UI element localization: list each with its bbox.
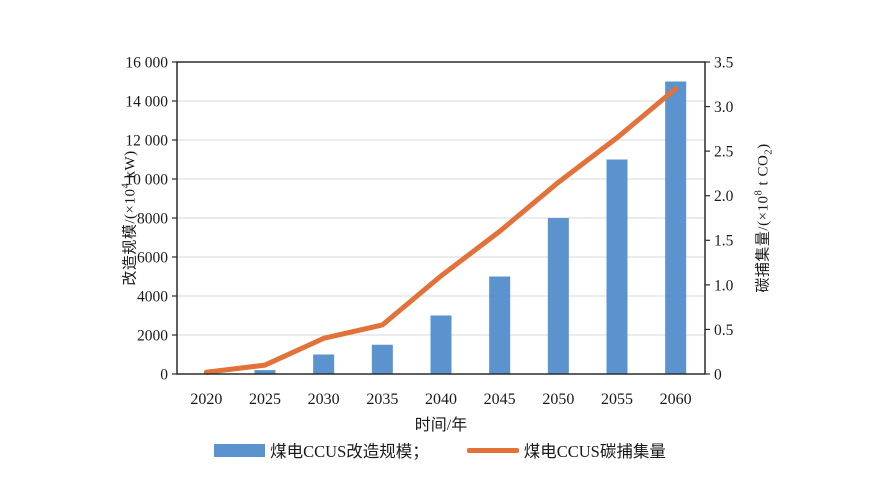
bar-2040 — [430, 315, 452, 374]
right-axis-title-sub: 2 — [763, 148, 775, 155]
legend-item-line-series: 煤电CCUS碳捕集量 — [466, 438, 666, 462]
left-axis-tick-label: 12 000 — [125, 132, 168, 149]
right-axis-title-unit: t CO — [755, 154, 772, 190]
left-axis-tick-label: 8000 — [137, 210, 168, 227]
x-axis-tick-label: 2030 — [308, 391, 340, 408]
right-axis-tick-label: 0 — [714, 366, 722, 383]
bar-2025 — [254, 370, 276, 374]
x-axis-tick-label: 2025 — [249, 391, 281, 408]
x-axis-title: 时间/年 — [414, 417, 468, 434]
left-axis-tick-label: 2000 — [137, 327, 168, 344]
right-axis-tick-label: 1.5 — [714, 233, 734, 250]
x-axis-tick-label: 2055 — [601, 391, 633, 408]
left-axis-title: 改造规模/(×104 kW) — [119, 150, 140, 285]
x-axis-tick-label: 2040 — [425, 391, 457, 408]
line-series-path — [203, 86, 679, 375]
bar-2055 — [606, 159, 628, 374]
x-axis-tick-label: 2060 — [660, 391, 692, 408]
left-axis-tick-label: 10 000 — [125, 171, 168, 188]
left-axis-tick-label: 6000 — [137, 249, 168, 266]
bar-2050 — [547, 218, 569, 374]
legend: 煤电CCUS改造规模； 煤电CCUS碳捕集量 — [40, 438, 840, 462]
right-axis-tick-label: 3.0 — [714, 99, 734, 116]
left-axis-tick-label: 4000 — [137, 288, 168, 305]
bar-2045 — [489, 276, 511, 374]
left-axis-tick-label: 0 — [160, 366, 168, 383]
left-axis-tick-label: 14 000 — [125, 93, 168, 110]
left-axis-tick-label: 16 000 — [125, 54, 168, 71]
bar-2035 — [371, 344, 393, 374]
line-series-swatch-icon — [466, 447, 519, 453]
left-axis-title-text: 改造规模/(×10 — [122, 188, 139, 286]
left-axis-title-unit: kW) — [122, 150, 139, 183]
right-axis-title-sup: 8 — [753, 189, 765, 196]
right-axis-title-text: 碳捕集量/(×10 — [755, 195, 772, 293]
right-axis-tick-label: 3.5 — [714, 54, 734, 71]
x-axis-tick-label: 2020 — [190, 391, 222, 408]
right-axis-tick-label: 2.5 — [714, 144, 734, 161]
bar-series-swatch-icon — [214, 443, 266, 457]
x-axis-tick-label: 2035 — [366, 391, 398, 408]
x-axis-tick-label: 2050 — [542, 391, 574, 408]
right-axis-title: 碳捕集量/(×108 t CO2) — [752, 143, 775, 292]
right-axis-tick-label: 0.5 — [714, 322, 734, 339]
bar-2030 — [313, 354, 335, 374]
legend-item-bar-series: 煤电CCUS改造规模； — [214, 438, 429, 462]
right-axis-title-close: ) — [755, 143, 772, 149]
right-axis-tick-label: 2.0 — [714, 188, 734, 205]
legend-label-line-series: 煤电CCUS碳捕集量 — [523, 442, 666, 461]
x-axis-tick-label: 2045 — [484, 391, 516, 408]
legend-label-bar-series: 煤电CCUS改造规模； — [270, 442, 429, 461]
left-axis-title-sup: 4 — [120, 182, 132, 189]
bar-2060 — [665, 81, 687, 374]
right-axis-tick-label: 1.0 — [714, 277, 734, 294]
